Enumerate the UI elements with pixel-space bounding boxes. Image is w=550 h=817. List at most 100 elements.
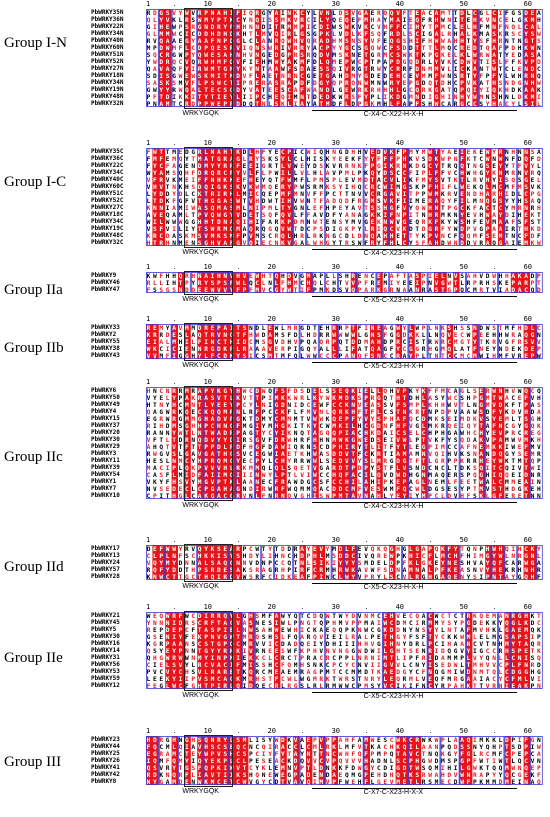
residue: A	[499, 226, 503, 233]
residue: M	[255, 339, 259, 346]
residue: N	[204, 24, 208, 31]
residue: L	[358, 332, 362, 339]
residue: F	[185, 198, 189, 205]
residue: I	[287, 94, 291, 101]
similarity-box	[498, 324, 537, 359]
residue: Q	[511, 24, 515, 31]
residue: W	[287, 287, 291, 294]
residue: Q	[249, 240, 253, 247]
residue: W	[307, 458, 311, 465]
residue: I	[243, 94, 247, 101]
wrky-motif-box	[184, 323, 234, 361]
residue: T	[249, 395, 253, 402]
residue: D	[460, 59, 464, 66]
residue: H	[185, 184, 189, 191]
residue: N	[492, 655, 496, 662]
residue: C	[390, 226, 394, 233]
residue: R	[217, 170, 221, 177]
residue: G	[531, 416, 535, 423]
residue: F	[179, 66, 183, 73]
residue: F	[505, 10, 509, 17]
residue: K	[236, 395, 240, 402]
residue: D	[339, 458, 343, 465]
residue: A	[377, 177, 381, 184]
residue: I	[243, 683, 247, 690]
residue: S	[217, 546, 221, 553]
residue: S	[511, 648, 515, 655]
residue: P	[371, 634, 375, 641]
residue: G	[255, 437, 259, 444]
residue: M	[268, 423, 272, 430]
residue: F	[179, 45, 183, 52]
residue: P	[166, 641, 170, 648]
residue: C	[499, 662, 503, 669]
residue: N	[364, 613, 368, 620]
residue: L	[255, 493, 259, 500]
residue: I	[319, 560, 323, 567]
residue: K	[473, 184, 477, 191]
residue: S	[268, 620, 272, 627]
residue: I	[511, 240, 515, 247]
residue: R	[428, 339, 432, 346]
residue: Q	[211, 170, 215, 177]
residue: K	[294, 59, 298, 66]
residue: Y	[473, 339, 477, 346]
residue: M	[364, 339, 368, 346]
residue: R	[326, 339, 330, 346]
ruler-dot	[493, 383, 495, 384]
residue: F	[307, 212, 311, 219]
residue: N	[300, 94, 304, 101]
residue: S	[211, 80, 215, 87]
residue: D	[531, 273, 535, 280]
residue: W	[415, 765, 419, 772]
similarity-box	[427, 612, 466, 689]
residue: E	[307, 641, 311, 648]
residue: E	[518, 395, 522, 402]
residue: T	[191, 444, 195, 451]
residue: N	[422, 683, 426, 690]
residue: A	[524, 641, 528, 648]
residue: P	[204, 45, 208, 52]
residue: L	[454, 52, 458, 59]
ruler-dot	[173, 5, 175, 6]
residue: N	[473, 744, 477, 751]
residue: V	[396, 10, 400, 17]
residue: L	[345, 101, 349, 108]
residue: L	[511, 66, 515, 73]
residue: F	[211, 38, 215, 45]
residue: I	[377, 662, 381, 669]
residue: K	[204, 553, 208, 560]
residue: F	[191, 80, 195, 87]
residue: V	[172, 10, 176, 17]
residue: T	[428, 45, 432, 52]
residue: D	[236, 73, 240, 80]
conserved-block	[427, 148, 441, 246]
residue: E	[403, 613, 407, 620]
residue: N	[159, 205, 163, 212]
residue: H	[332, 38, 336, 45]
residue: W	[467, 59, 471, 66]
residue: N	[505, 80, 509, 87]
residue: Y	[281, 156, 285, 163]
residue: M	[422, 177, 426, 184]
residue: W	[255, 273, 259, 280]
residue: C	[230, 620, 234, 627]
sequence-name: PbWRKY30	[91, 633, 120, 640]
residue: C	[319, 353, 323, 360]
residue: N	[153, 101, 157, 108]
residue: R	[345, 80, 349, 87]
residue: Y	[153, 395, 157, 402]
residue: T	[281, 205, 285, 212]
residue: M	[230, 233, 234, 240]
conserved-block	[395, 387, 409, 499]
residue: H	[249, 177, 253, 184]
conserved-block	[248, 148, 255, 246]
residue: I	[243, 10, 247, 17]
residue: N	[524, 205, 528, 212]
residue: E	[358, 273, 362, 280]
ruler-number: 50	[459, 727, 469, 735]
residue: D	[223, 430, 227, 437]
residue: W	[243, 388, 247, 395]
residue: M	[198, 479, 202, 486]
conserved-block	[491, 387, 505, 499]
